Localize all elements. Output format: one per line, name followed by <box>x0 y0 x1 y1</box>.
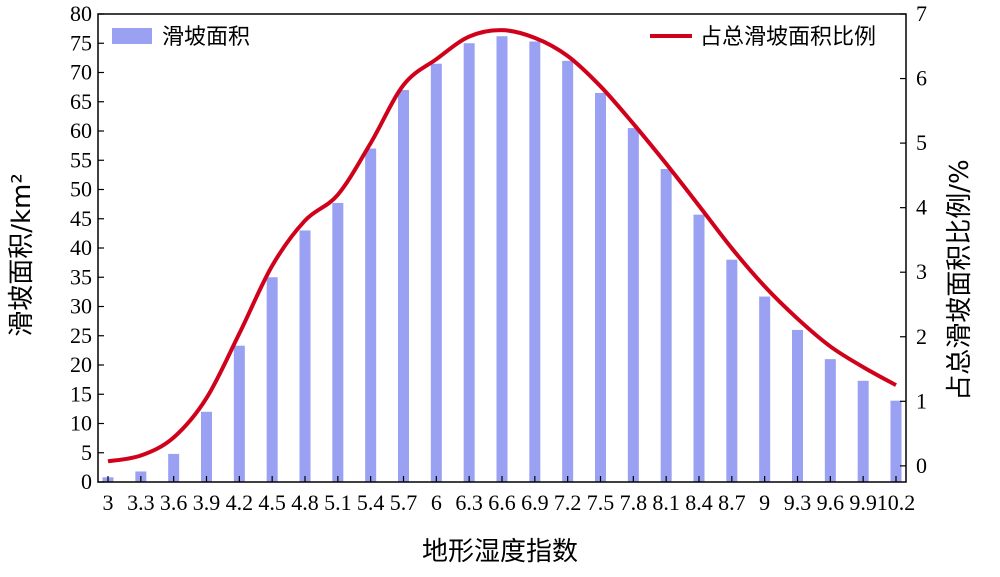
left-tick-label-20: 20 <box>70 352 92 377</box>
bar-7.8 <box>627 128 639 482</box>
x-tick-label-3: 3 <box>103 490 114 515</box>
x-tick-label-7.5: 7.5 <box>587 490 615 515</box>
right-tick-label-3: 3 <box>916 259 927 284</box>
bar-4.8 <box>299 230 311 482</box>
bar-5.7 <box>398 90 409 483</box>
left-tick-label-65: 65 <box>70 89 92 114</box>
bar-6.3 <box>463 43 475 482</box>
bar-3.6 <box>168 453 180 482</box>
x-tick-label-5.4: 5.4 <box>357 490 385 515</box>
left-tick-label-10: 10 <box>70 411 92 436</box>
x-tick-label-9: 9 <box>759 490 770 515</box>
x-tick-label-7.8: 7.8 <box>620 490 648 515</box>
bar-6.9 <box>529 41 541 482</box>
x-tick-label-6.3: 6.3 <box>455 490 483 515</box>
left-tick-label-60: 60 <box>70 118 92 143</box>
right-tick-label-7: 7 <box>916 1 927 26</box>
x-tick-label-7.2: 7.2 <box>554 490 582 515</box>
left-tick-label-15: 15 <box>70 381 92 406</box>
x-tick-label-4.8: 4.8 <box>291 490 319 515</box>
x-tick-label-6: 6 <box>431 490 442 515</box>
bar-9.6 <box>824 359 836 482</box>
legend-line: 占总滑坡面积比例 <box>650 25 876 50</box>
right-tick-label-4: 4 <box>916 195 927 220</box>
bar-6.6 <box>496 36 508 482</box>
right-tick-label-1: 1 <box>916 388 927 413</box>
left-tick-label-35: 35 <box>70 264 92 289</box>
x-tick-label-3.6: 3.6 <box>160 490 188 515</box>
x-tick-label-3.3: 3.3 <box>127 490 155 515</box>
right-tick-label-0: 0 <box>916 453 927 478</box>
left-tick-label-80: 80 <box>70 1 92 26</box>
axes <box>97 13 907 483</box>
legend-line-label: 占总滑坡面积比例 <box>700 25 876 50</box>
left-tick-label-75: 75 <box>70 30 92 55</box>
left-tick-label-0: 0 <box>81 469 92 494</box>
bar-3.9 <box>201 411 212 482</box>
left-tick-label-70: 70 <box>70 60 92 85</box>
right-tick-label-5: 5 <box>916 130 927 155</box>
x-tick-label-10.2: 10.2 <box>877 490 916 515</box>
legend-bar-label: 滑坡面积 <box>162 25 250 50</box>
bar-5.4 <box>365 148 377 483</box>
x-tick-label-9.3: 9.3 <box>784 490 812 515</box>
bar-7.5 <box>595 92 606 482</box>
bar-4.5 <box>266 277 278 482</box>
left-tick-label-50: 50 <box>70 177 92 202</box>
right-tick-label-6: 6 <box>916 66 927 91</box>
tick-labels: 0510152025303540455055606570758001234567… <box>70 1 927 515</box>
bar-9.9 <box>857 380 869 482</box>
left-tick-label-5: 5 <box>81 440 92 465</box>
ratio-line <box>107 28 897 464</box>
bar-8.1 <box>660 169 672 482</box>
x-tick-label-3.9: 3.9 <box>193 490 221 515</box>
right-tick-label-2: 2 <box>916 324 927 349</box>
bar-7.2 <box>562 60 574 483</box>
bar-9 <box>759 296 771 482</box>
legend-bar-swatch <box>112 28 152 44</box>
x-tick-label-8.1: 8.1 <box>652 490 680 515</box>
bar-9.3 <box>792 329 803 482</box>
x-tick-label-4.5: 4.5 <box>258 490 286 515</box>
bar-series <box>102 36 902 483</box>
x-tick-label-4.2: 4.2 <box>226 490 254 515</box>
bar-4.2 <box>233 345 245 482</box>
left-tick-label-45: 45 <box>70 206 92 231</box>
x-tick-label-6.6: 6.6 <box>488 490 516 515</box>
right-axis-title: 占总滑坡面积比例/% <box>945 159 975 400</box>
x-tick-label-9.9: 9.9 <box>849 490 877 515</box>
left-tick-label-30: 30 <box>70 294 92 319</box>
left-tick-label-25: 25 <box>70 323 92 348</box>
bar-8.4 <box>693 214 705 482</box>
left-axis-title: 滑坡面积/km² <box>7 173 37 337</box>
left-tick-label-40: 40 <box>70 235 92 260</box>
bar-10.2 <box>890 400 902 482</box>
line-series <box>107 28 897 464</box>
legend-bar: 滑坡面积 <box>112 25 250 50</box>
bar-8.7 <box>726 259 738 482</box>
x-tick-label-5.7: 5.7 <box>390 490 418 515</box>
bar-6 <box>430 63 442 482</box>
x-axis-title: 地形湿度指数 <box>422 537 578 567</box>
bar-5.1 <box>332 202 344 482</box>
x-tick-label-8.4: 8.4 <box>685 490 713 515</box>
x-tick-label-9.6: 9.6 <box>817 490 845 515</box>
x-tick-label-6.9: 6.9 <box>521 490 549 515</box>
left-tick-label-55: 55 <box>70 147 92 172</box>
x-tick-label-5.1: 5.1 <box>324 490 352 515</box>
x-tick-label-8.7: 8.7 <box>718 490 746 515</box>
